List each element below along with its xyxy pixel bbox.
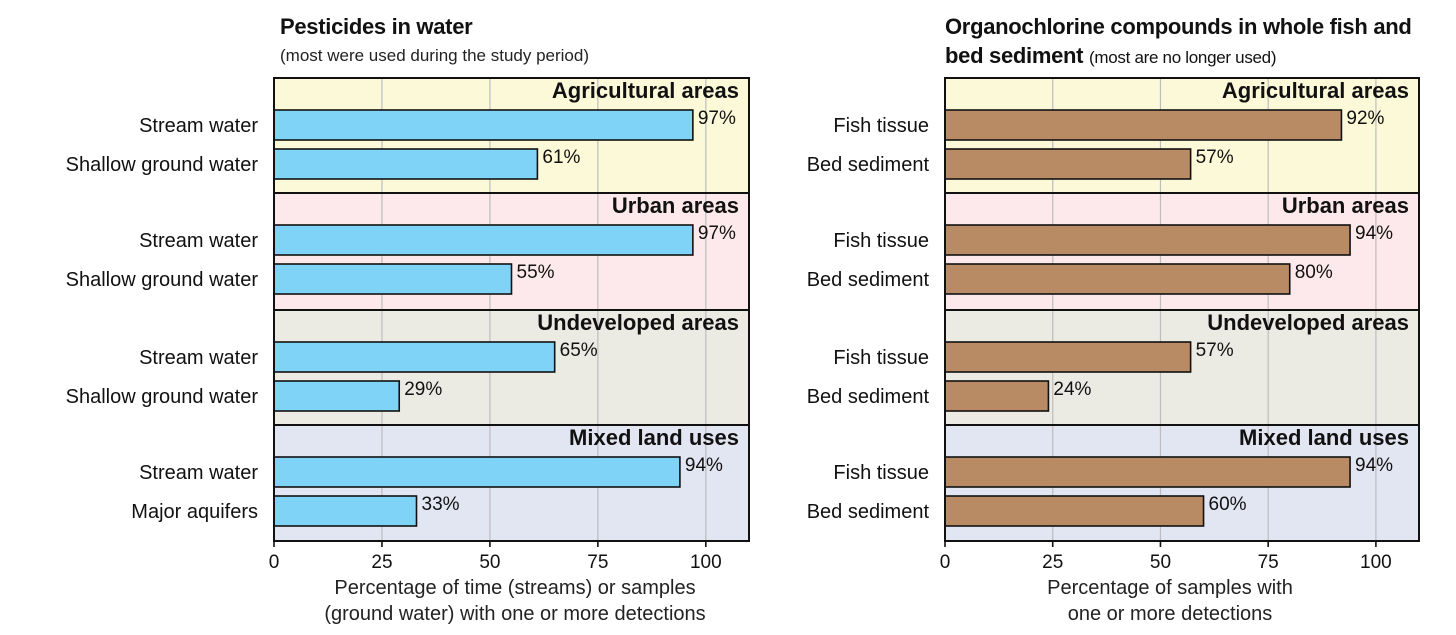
bar [273,224,694,256]
bar [273,341,556,373]
chart-subtitle: (most are no longer used) [1089,48,1277,67]
group-title: Undeveloped areas [537,310,739,335]
x-tick-label: 25 [1042,552,1063,573]
bar-category-label: Stream water [139,115,258,137]
bar [273,148,539,180]
bar-value-label: 97% [698,223,736,244]
pesticides-chart-panel: Pesticides in water (most were used duri… [66,14,755,627]
bar-category-label: Stream water [139,462,258,484]
bar [944,109,1343,141]
x-axis-label-line-2: (ground water) with one or more detectio… [324,603,706,625]
bar-category-label: Shallow ground water [66,154,259,176]
plot-frame [944,77,1420,542]
pesticides-chart: Agricultural areas 97% Stream water 61% Shal… [66,77,750,573]
bar-category-label: Bed sediment [807,386,930,408]
bar [944,456,1351,488]
group-title: Undeveloped areas [1207,310,1409,335]
bar-value-label: 57% [1196,147,1234,168]
x-tick-label: 100 [1360,552,1392,573]
bar [944,148,1192,180]
bar-category-label: Fish tissue [833,347,929,369]
group-title: Mixed land uses [569,425,739,450]
bar [944,224,1351,256]
group-title: Urban areas [1282,193,1409,218]
bar-category-label: Shallow ground water [66,386,259,408]
bar-value-label: 57% [1196,340,1234,361]
x-axis-label-line-1: Percentage of samples with [1047,577,1293,599]
bar-value-label: 55% [517,262,555,283]
bar [273,263,513,295]
x-tick-label: 75 [587,552,608,573]
bar-value-label: 24% [1053,379,1091,400]
chart-title-line-1: Organochlorine compounds in whole fish a… [945,14,1412,39]
group-title: Urban areas [612,193,739,218]
bar [944,341,1192,373]
x-axis-label: Percentage of samples with one or more d… [950,575,1390,627]
bar-category-label: Bed sediment [807,501,930,523]
bar-value-label: 97% [698,108,736,129]
bar-value-label: 29% [404,379,442,400]
bar [944,380,1050,412]
x-tick-label: 0 [269,552,280,573]
organochlorine-chart: Agricultural areas 92% Fish tissue 57% Bed s… [807,77,1420,573]
bar [273,456,681,488]
bar [273,109,694,141]
x-tick-label: 50 [1150,552,1171,573]
x-axis-label-line-1: Percentage of time (streams) or samples [334,577,696,599]
chart-title-line-2-text: bed sediment [945,43,1084,68]
x-axis-label-line-2: one or more detections [1067,603,1273,625]
bar-category-label: Fish tissue [833,230,929,252]
bar-value-label: 80% [1295,262,1333,283]
bar-value-label: 33% [422,494,460,515]
x-tick-label: 25 [371,552,392,573]
bar-value-label: 60% [1209,494,1247,515]
bar-value-label: 94% [1355,455,1393,476]
bar-value-label: 94% [685,455,723,476]
x-axis-label: Percentage of time (streams) or samples … [275,575,755,627]
bar [944,263,1291,295]
organochlorine-chart-panel: Organochlorine compounds in whole fish a… [770,0,1450,635]
x-tick-label: 75 [1258,552,1279,573]
bar-category-label: Fish tissue [833,115,929,137]
chart-title: Pesticides in water [280,14,473,39]
bar-category-label: Stream water [139,230,258,252]
bar-value-label: 94% [1355,223,1393,244]
chart-title-line-2: bed sediment (most are no longer used) [945,43,1276,69]
bar-category-label: Bed sediment [807,154,930,176]
bar-category-label: Stream water [139,347,258,369]
bar-category-label: Bed sediment [807,269,930,291]
bar [944,495,1205,527]
x-tick-label: 100 [690,552,722,573]
bar [273,495,418,527]
x-tick-label: 0 [940,552,951,573]
bar-value-label: 65% [560,340,598,361]
bar [273,380,401,412]
chart-subtitle: (most were used during the study period) [280,46,589,65]
group-title: Agricultural areas [1222,78,1409,103]
bar-category-label: Major aquifers [131,501,258,523]
x-tick-label: 50 [479,552,500,573]
plot-frame [273,77,750,542]
group-title: Mixed land uses [1239,425,1409,450]
bar-category-label: Fish tissue [833,462,929,484]
bar-category-label: Shallow ground water [66,269,259,291]
group-title: Agricultural areas [552,78,739,103]
bar-value-label: 92% [1346,108,1384,129]
bar-value-label: 61% [542,147,580,168]
